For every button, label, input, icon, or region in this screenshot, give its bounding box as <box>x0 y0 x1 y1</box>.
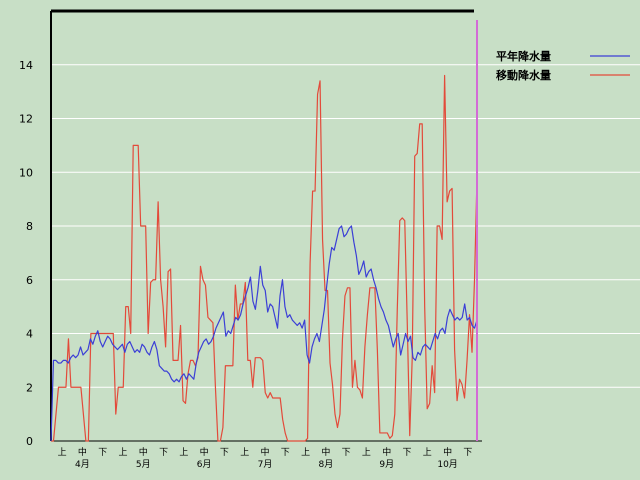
x-period-label: 下 <box>281 448 290 458</box>
x-period-label: 上 <box>58 447 67 458</box>
y-tick-label: 8 <box>26 220 33 233</box>
y-tick-label: 12 <box>19 113 33 126</box>
series-line-1 <box>51 74 478 442</box>
x-period-label: 中 <box>139 446 148 458</box>
x-period-label: 上 <box>362 447 371 458</box>
x-period-label: 中 <box>78 446 87 458</box>
x-period-label: 下 <box>402 448 411 458</box>
y-tick-label: 14 <box>19 59 33 72</box>
series-line-0 <box>50 225 478 442</box>
x-period-label: 下 <box>342 448 351 458</box>
y-axis-ticks: 0 2 4 6 8 10 12 14 <box>19 59 33 448</box>
x-period-label: 上 <box>301 447 310 458</box>
legend-label: 移動降水量 <box>496 68 551 82</box>
y-tick-label: 10 <box>19 166 33 179</box>
x-period-label: 上 <box>423 447 432 458</box>
x-month-label: 7月 <box>258 459 273 470</box>
x-period-label: 下 <box>463 448 472 458</box>
x-month-label: 8月 <box>318 459 333 470</box>
x-period-label: 中 <box>443 446 452 458</box>
x-period-label: 中 <box>321 446 330 458</box>
x-month-label: 5月 <box>136 459 151 470</box>
x-period-label: 上 <box>179 447 188 458</box>
x-period-label: 上 <box>240 447 249 458</box>
y-tick-label: 6 <box>26 274 33 287</box>
x-month-label: 4月 <box>75 459 90 470</box>
grid-lines <box>51 64 640 388</box>
y-tick-label: 4 <box>26 328 33 341</box>
x-month-label: 10月 <box>437 459 457 470</box>
x-month-label: 6月 <box>197 459 212 470</box>
x-period-label: 中 <box>260 446 269 458</box>
x-period-label: 下 <box>220 448 229 458</box>
x-period-label: 下 <box>159 448 168 458</box>
y-tick-label: 0 <box>26 435 33 448</box>
x-period-label: 中 <box>382 446 391 458</box>
y-tick-label: 2 <box>26 381 33 394</box>
x-period-label: 中 <box>200 446 209 458</box>
x-period-label: 上 <box>118 447 127 458</box>
x-period-label: 下 <box>98 448 107 458</box>
x-axis-ticks: 上中下上中下上中下上中下上中下上中下上中下4月 5月 6月 7月 8月 9月 10月 <box>58 446 473 470</box>
series-lines <box>50 74 478 442</box>
x-month-label: 9月 <box>379 459 394 470</box>
legend-label: 平年降水量 <box>496 49 551 63</box>
